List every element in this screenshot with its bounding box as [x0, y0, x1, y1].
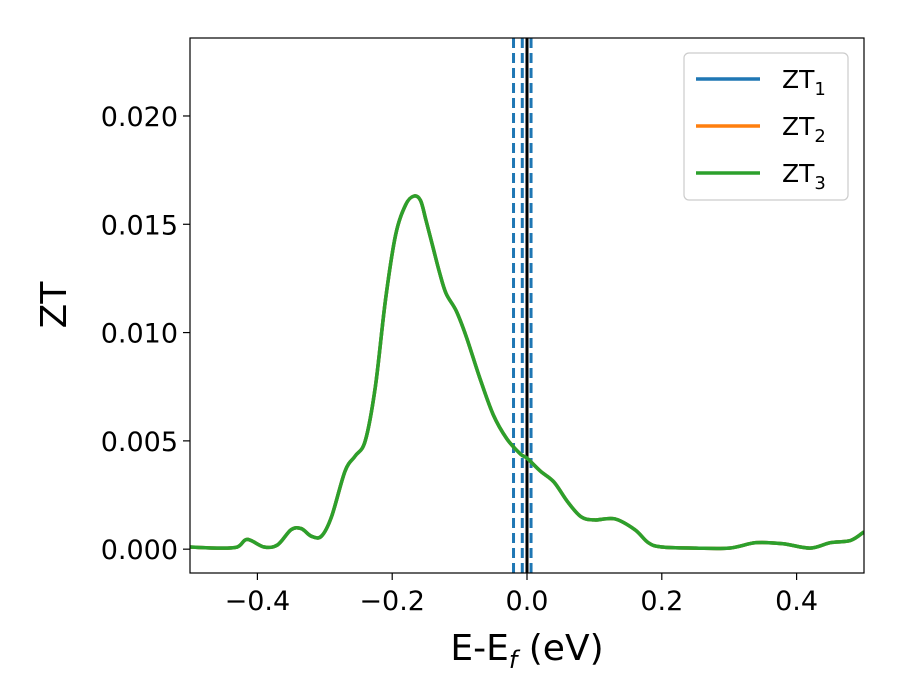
y-tick-label: 0.015: [101, 210, 178, 241]
y-axis-label: ZT: [34, 281, 75, 329]
x-tick-label: 0.4: [775, 586, 818, 617]
series-line-3: [190, 194, 864, 551]
y-tick-label: 0.010: [101, 319, 178, 350]
x-tick-label: 0.2: [640, 586, 683, 617]
x-tick-label: −0.4: [225, 586, 291, 617]
x-tick-label: −0.2: [359, 586, 425, 617]
y-tick-label: 0.005: [101, 427, 178, 458]
legend-label-1: ZT1: [782, 65, 826, 100]
legend-frame: [683, 52, 849, 201]
reference-lines: [512, 38, 533, 573]
x-axis-label: E-Ef (eV): [450, 628, 603, 674]
legend-label-2: ZT2: [782, 112, 826, 147]
series-lines: [190, 194, 864, 551]
legend-label-3: ZT3: [782, 159, 826, 194]
x-tick-label: 0.0: [506, 586, 549, 617]
x-axis-ticks: −0.4 −0.2 0.0 0.2 0.4: [225, 573, 818, 617]
legend: ZT1 ZT2 ZT3: [683, 52, 849, 201]
y-tick-label: 0.000: [101, 535, 178, 566]
y-axis-ticks: 0.000 0.005 0.010 0.015 0.020: [101, 102, 190, 566]
y-tick-label: 0.020: [101, 102, 178, 133]
